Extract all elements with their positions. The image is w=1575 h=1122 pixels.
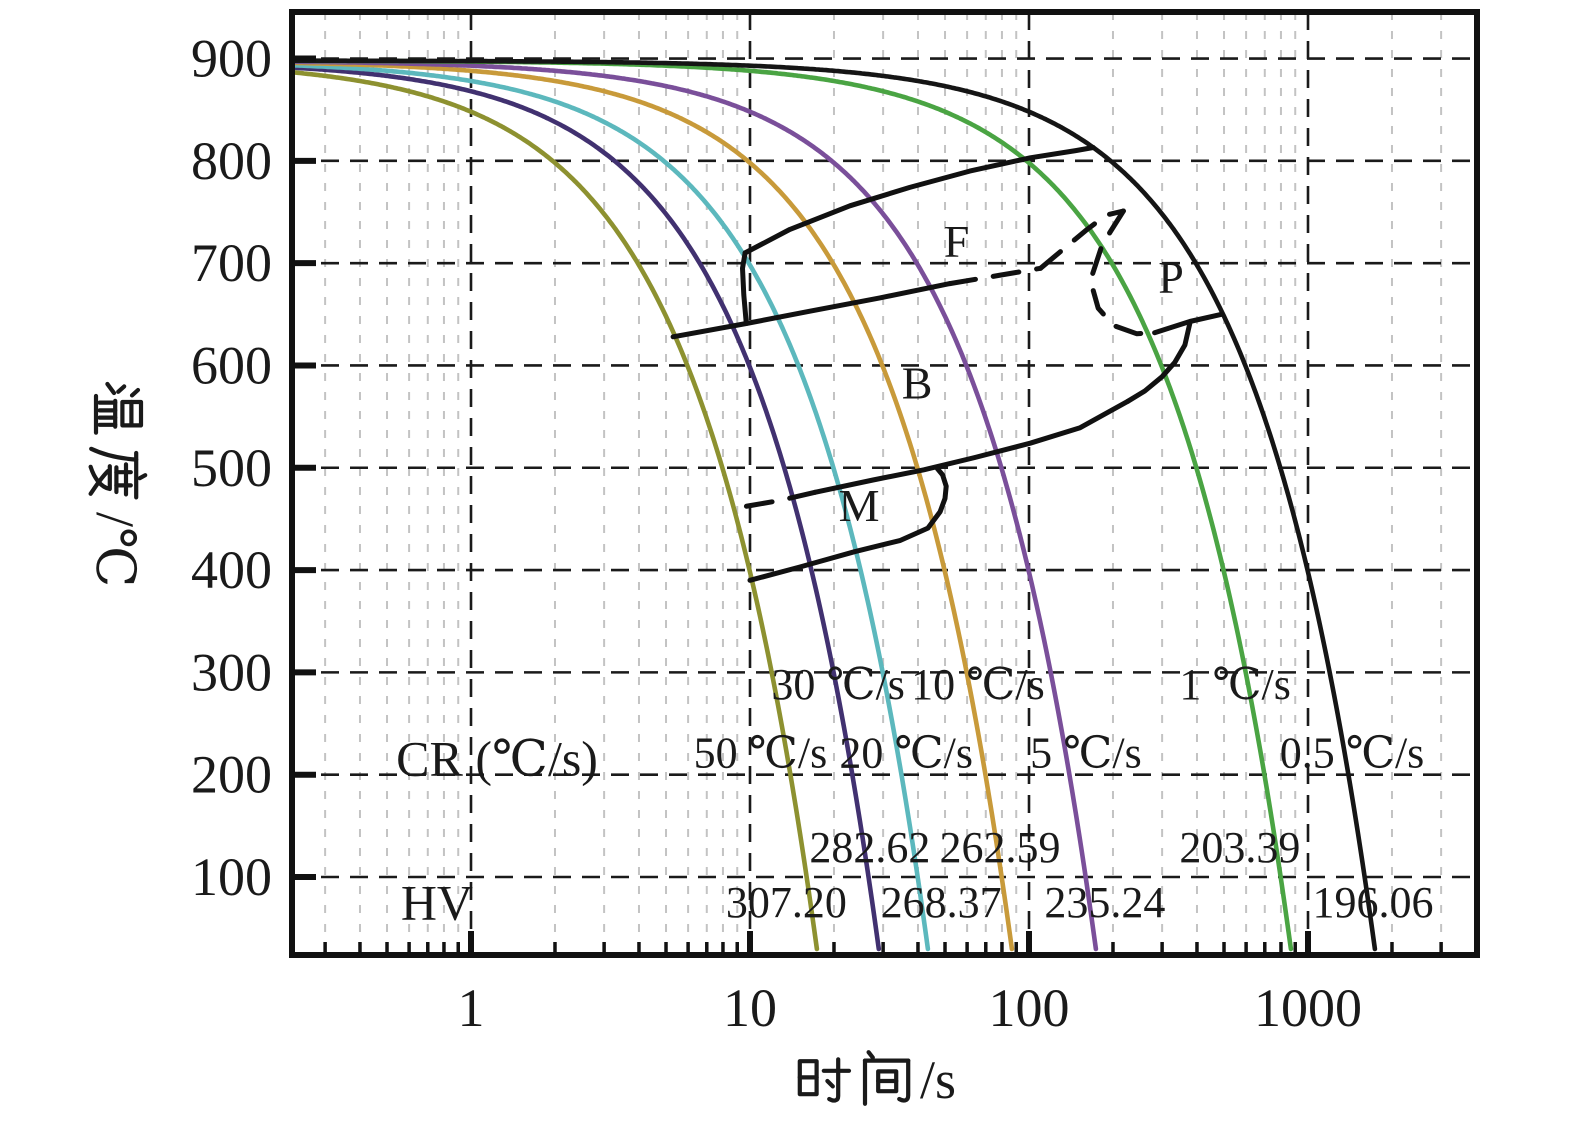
labels-layer: 1 10 100 1000 100 200 300 400 500 600 700 800 900 CR …	[85, 29, 1434, 1110]
cooling-curve-30cs	[292, 65, 882, 952]
cooling-curve-0p5cs	[292, 58, 1378, 952]
glyph-stroke	[797, 1059, 819, 1097]
boundary-pearlite-hook	[1125, 321, 1193, 404]
glyph-stroke	[88, 468, 111, 496]
annotation-HV: HV	[401, 875, 473, 931]
annotation-235.24: 235.24	[1044, 878, 1165, 927]
cooling-curve-5cs	[292, 59, 1099, 952]
glyph-stroke	[866, 1050, 875, 1060]
boundary-pearlite-loop-up	[1038, 208, 1126, 271]
boundary-bainite-start	[812, 398, 1131, 495]
annotation-196.06: 196.06	[1313, 878, 1434, 927]
boundary-ferrite-start	[742, 145, 1096, 256]
y-tick-label-700: 700	[191, 233, 272, 293]
y-tick-label-800: 800	[191, 131, 272, 191]
annotation-5-s: 5 ℃/s	[1030, 729, 1142, 778]
x-axis-title: /s	[797, 1050, 956, 1110]
y-axis-title-unit: /℃	[85, 512, 145, 587]
boundary-ferrite-bainite-boundary	[670, 281, 953, 340]
glyph-stroke	[897, 1058, 911, 1103]
glyph-stroke	[105, 381, 117, 396]
glyph-stroke	[876, 1069, 899, 1094]
annotation-282.62: 282.62	[809, 823, 930, 872]
annotation-307.20: 307.20	[726, 878, 847, 927]
y-tick-label-400: 400	[191, 540, 272, 600]
cooling-curve-20cs	[292, 62, 931, 952]
x-tick-label-100: 100	[989, 978, 1070, 1038]
glyph-stroke	[120, 399, 144, 428]
annotation-20-s: 20 ℃/s	[839, 729, 973, 778]
cooling-curve-1cs	[292, 58, 1294, 952]
glyph-stroke	[89, 446, 139, 462]
cjk-glyph-wen	[93, 381, 144, 435]
annotation-50-s: 50 ℃/s	[694, 729, 828, 778]
boundary-martensite-start-dashed	[730, 489, 818, 512]
x-tick-label-1: 1	[458, 978, 485, 1038]
x-tick-label-10: 10	[723, 978, 777, 1038]
annotation-30-s: 30 ℃/s	[771, 660, 905, 709]
cjk-glyph-du	[88, 446, 148, 500]
annotation-1-s: 1 ℃/s	[1179, 660, 1291, 709]
y-tick-label-100: 100	[191, 847, 272, 907]
y-axis-title: /℃	[85, 381, 148, 587]
annotation-CR-s-: CR (℃/s)	[396, 730, 598, 786]
boundary-martensite-lower	[747, 466, 949, 583]
phase-label-F: F	[944, 216, 970, 267]
annotation-268.37: 268.37	[881, 878, 1002, 927]
grid-major-layer	[292, 12, 1477, 955]
phase-label-M: M	[839, 480, 880, 531]
phase-boundaries-layer	[670, 145, 1225, 583]
annotation-10-s: 10 ℃/s	[911, 660, 1045, 709]
y-tick-label-200: 200	[191, 745, 272, 805]
cooling-curves-layer	[292, 58, 1378, 952]
grid-minor-layer	[324, 12, 1443, 955]
annotation-203.39: 203.39	[1179, 823, 1300, 872]
axes-frame-layer	[289, 9, 1480, 958]
y-tick-label-900: 900	[191, 29, 272, 89]
phase-label-P: P	[1158, 252, 1184, 303]
cooling-curve-50cs	[292, 69, 820, 952]
y-tick-label-500: 500	[191, 438, 272, 498]
boundary-ferrite-bainite-ext	[947, 265, 1043, 287]
annotation-0.5-s: 0.5 ℃/s	[1280, 729, 1425, 778]
x-axis-title-unit: /s	[920, 1050, 956, 1110]
cjk-glyph-jian	[862, 1050, 911, 1106]
glyph-stroke	[116, 384, 127, 394]
boundary-pearlite-loop-down	[1087, 208, 1158, 337]
cooling-curve-10cs	[292, 60, 1015, 952]
boundary-ferrite-nose	[740, 250, 749, 326]
annotation-262.59: 262.59	[939, 823, 1060, 872]
y-tick-label-300: 300	[191, 642, 272, 702]
glyph-stroke	[137, 473, 148, 481]
glyph-stroke	[129, 387, 141, 398]
x-tick-label-1000: 1000	[1254, 978, 1362, 1038]
glyph-stroke	[827, 1057, 841, 1103]
glyph-stroke	[825, 1078, 835, 1089]
phase-label-B: B	[902, 357, 933, 408]
y-tick-label-600: 600	[191, 335, 272, 395]
cjk-glyph-shi	[797, 1057, 852, 1103]
